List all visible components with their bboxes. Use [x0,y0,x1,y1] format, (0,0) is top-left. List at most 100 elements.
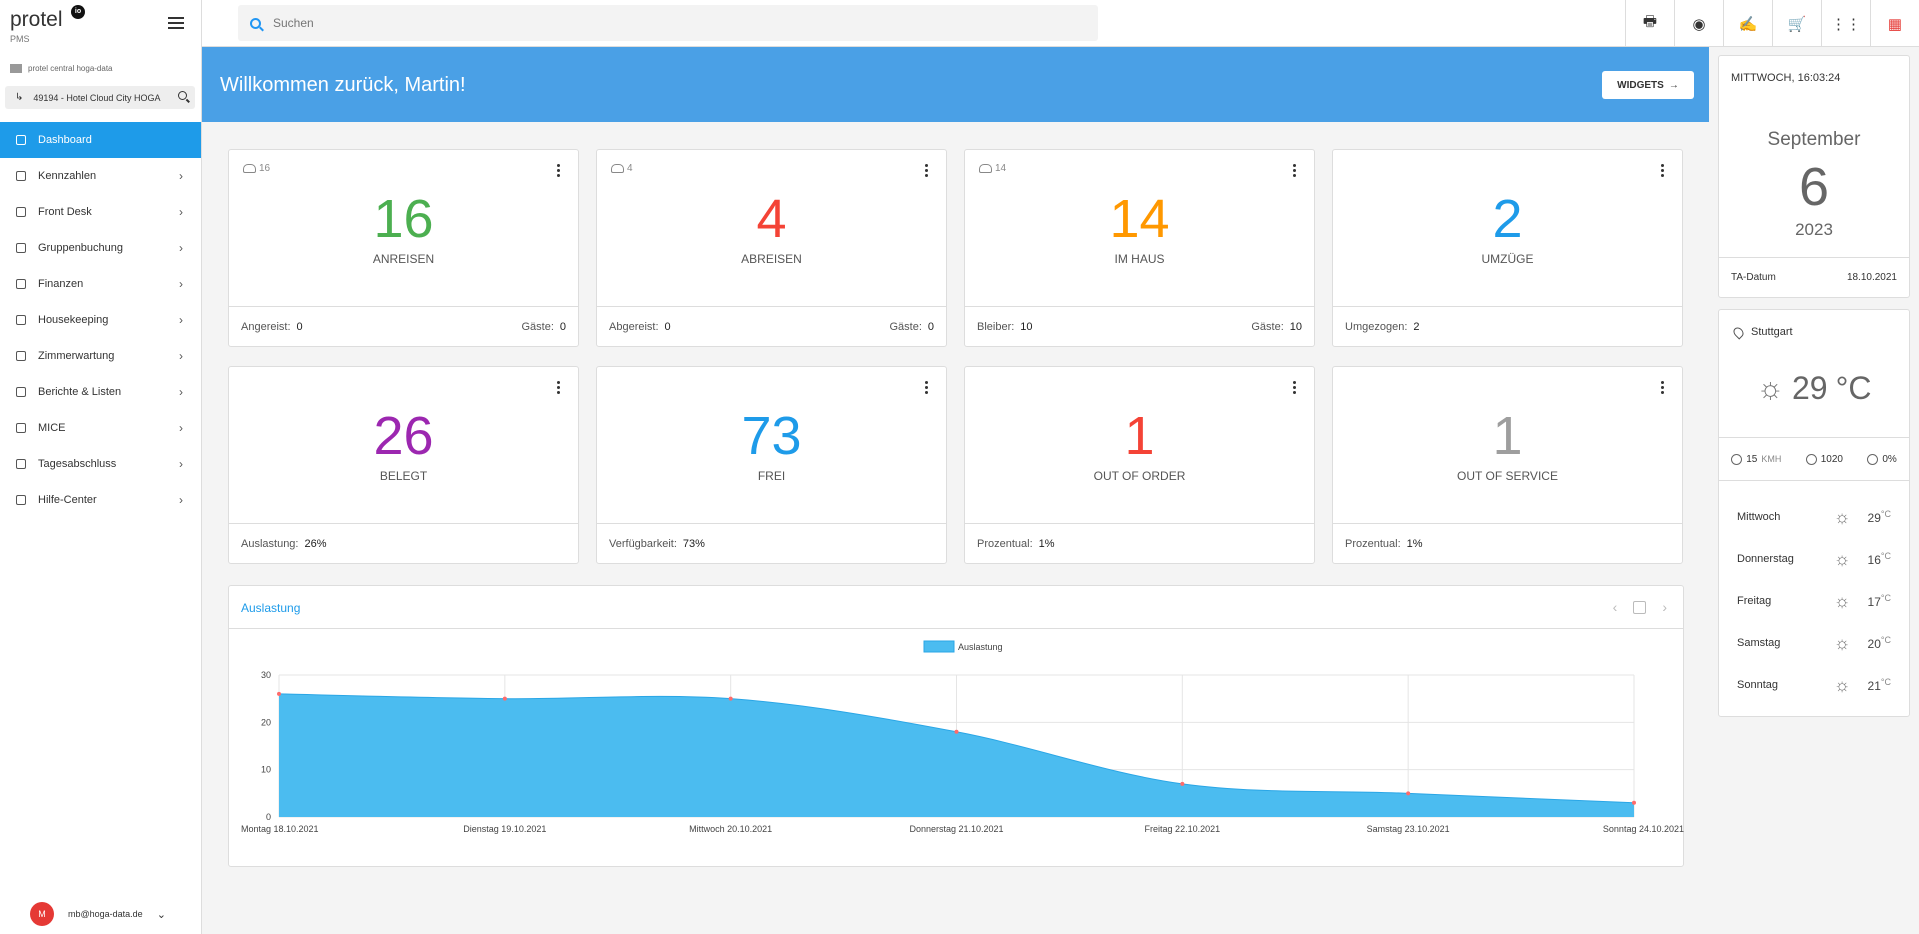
forecast-day: Sonntag [1737,679,1778,691]
sidebar-item-tagesabschluss[interactable]: Tagesabschluss › [0,446,201,482]
more-menu-icon[interactable] [1661,381,1664,396]
apps-grid-icon[interactable]: ⋮⋮ [1821,0,1870,47]
sidebar-item-gruppenbuchung[interactable]: Gruppenbuchung › [0,230,201,266]
more-menu-icon[interactable] [1661,164,1664,179]
city-name: Stuttgart [1751,326,1793,338]
forecast-list: Mittwoch ☼ 29°C Donnerstag ☼ 16°C Freitag ☼ 17°C… [1719,496,1909,706]
x-tick-label: Samstag 23.10.2021 [1367,824,1450,834]
user-email: mb@hoga-data.de [68,909,143,919]
stat-card-out-of-service: 1 OUT OF SERVICE Prozentual: 1% [1332,366,1683,564]
user-menu[interactable]: M mb@hoga-data.de ⌄ [0,894,201,934]
card-label: ANREISEN [372,252,435,266]
sub-arrow-icon: ↳ [15,92,24,103]
cart-icon[interactable]: 🛒 [1772,0,1821,47]
more-menu-icon[interactable] [557,164,560,179]
hotel-selector[interactable]: ↳ 49194 - Hotel Cloud City HOGA [5,86,195,109]
sidebar-item-zimmerwartung[interactable]: Zimmerwartung › [0,338,201,374]
x-tick-label: Dienstag 19.10.2021 [463,824,546,834]
wind-value: 15 [1746,453,1758,465]
search-input[interactable] [273,16,873,30]
search-box[interactable] [238,5,1098,41]
card-value: 73 [741,406,802,466]
chevron-down-icon[interactable]: ⌄ [156,908,166,921]
footer-left-label: Verfügbarkeit: [609,537,677,550]
sidebar-item-kennzahlen[interactable]: Kennzahlen › [0,158,201,194]
sun-icon: ☼ [1833,674,1851,695]
ta-date-row: TA-Datum 18.10.2021 [1719,257,1909,297]
menu-toggle-icon[interactable] [168,17,184,29]
signature-icon[interactable]: ✍ [1723,0,1772,47]
search-icon [250,17,261,29]
hotel-search-icon[interactable] [178,91,187,100]
widgets-button[interactable]: WIDGETS → [1602,71,1694,99]
footer-left-label: Bleiber: [977,320,1015,333]
hourglass-icon [16,459,26,469]
chevron-right-icon: › [179,169,183,183]
sidebar-item-hilfe-center[interactable]: Hilfe-Center › [0,482,201,518]
avatar[interactable]: M [30,902,54,926]
sidebar-item-mice[interactable]: MICE › [0,410,201,446]
more-menu-icon[interactable] [557,381,560,396]
chevron-right-icon: › [179,277,183,291]
guest-count-value: 16 [259,163,271,174]
chevron-right-icon[interactable]: › [1662,599,1667,615]
footer-left-value: 10 [1020,320,1033,333]
more-menu-icon[interactable] [925,381,928,396]
footer-left-value: 26% [304,537,327,550]
sidebar-item-berichte-listen[interactable]: Berichte & Listen › [0,374,201,410]
more-menu-icon[interactable] [925,164,928,179]
ta-date-label: TA-Datum [1731,272,1776,283]
calendar-icon[interactable]: ▦ [1870,0,1919,47]
guest-count: 14 [979,163,1006,174]
chart-title[interactable]: Auslastung [241,601,301,615]
footer-right-label: Gäste: [521,320,554,333]
pressure-value: 1020 [1820,453,1843,465]
guest-count-value: 14 [995,163,1007,174]
date-year: 2023 [1795,220,1833,239]
guest-count: 16 [243,163,270,174]
footer-right-label: Gäste: [1251,320,1284,333]
brand-name: protel [10,8,63,31]
footer-left-value: 1% [1038,537,1055,550]
card-footer: Prozentual: 1% [965,523,1314,563]
chevron-right-icon: › [179,349,183,363]
calendar-icon[interactable] [1633,601,1647,614]
card-label: BELEGT [379,469,428,483]
forecast-temp-value: 20 [1867,637,1881,651]
date-month: September [1767,129,1861,150]
sidebar-item-finanzen[interactable]: Finanzen › [0,266,201,302]
data-point [1406,791,1411,796]
people-icon [243,164,256,173]
sidebar-item-label: Housekeeping [38,314,109,326]
stat-card-out-of-order: 1 OUT OF ORDER Prozentual: 1% [964,366,1315,564]
card-footer: Prozentual: 1% [1333,523,1682,563]
chart-header: Auslastung ‹ › [229,586,1683,629]
guest-count: 4 [611,163,633,174]
occupancy-chart: 0 10 20 30 Montag 18.10.2021 Dienstag 19.10.2… [241,640,1684,834]
sidebar-item-front-desk[interactable]: Front Desk › [0,194,201,230]
target-icon[interactable]: ◉ [1674,0,1723,47]
more-menu-icon[interactable] [1293,164,1296,179]
stat-card-umz-ge: 2 UMZÜGE Umgezogen: 2 [1332,149,1683,347]
sidebar-item-label: MICE [38,422,66,434]
wind-stat: 15 KMH [1731,453,1781,465]
card-footer: Angereist: 0 Gäste: 0 [229,306,578,346]
forecast-temp-unit: °C [1880,509,1891,519]
sidebar-item-dashboard[interactable]: Dashboard [0,122,201,158]
toolbar: 🖶 ◉ ✍ 🛒 ⋮⋮ ▦ [1625,0,1919,47]
chevron-left-icon[interactable]: ‹ [1612,599,1618,615]
forecast-temp-value: 16 [1867,553,1881,567]
more-menu-icon[interactable] [1293,381,1296,396]
widgets-button-label: WIDGETS [1617,79,1664,91]
rain-stat: 0% [1867,453,1897,465]
forecast-temp-unit: °C [1880,551,1891,561]
chevron-right-icon: › [179,313,183,327]
desk-icon [16,207,26,217]
footer-left-value: 0 [296,320,303,333]
sidebar-item-housekeeping[interactable]: Housekeeping › [0,302,201,338]
cash-register-icon[interactable]: 🖶 [1625,0,1674,47]
forecast-day: Freitag [1737,595,1772,607]
forecast-temp: 16°C [1868,551,1891,567]
card-value: 1 [1124,406,1155,466]
location-pin-icon [1731,324,1746,340]
